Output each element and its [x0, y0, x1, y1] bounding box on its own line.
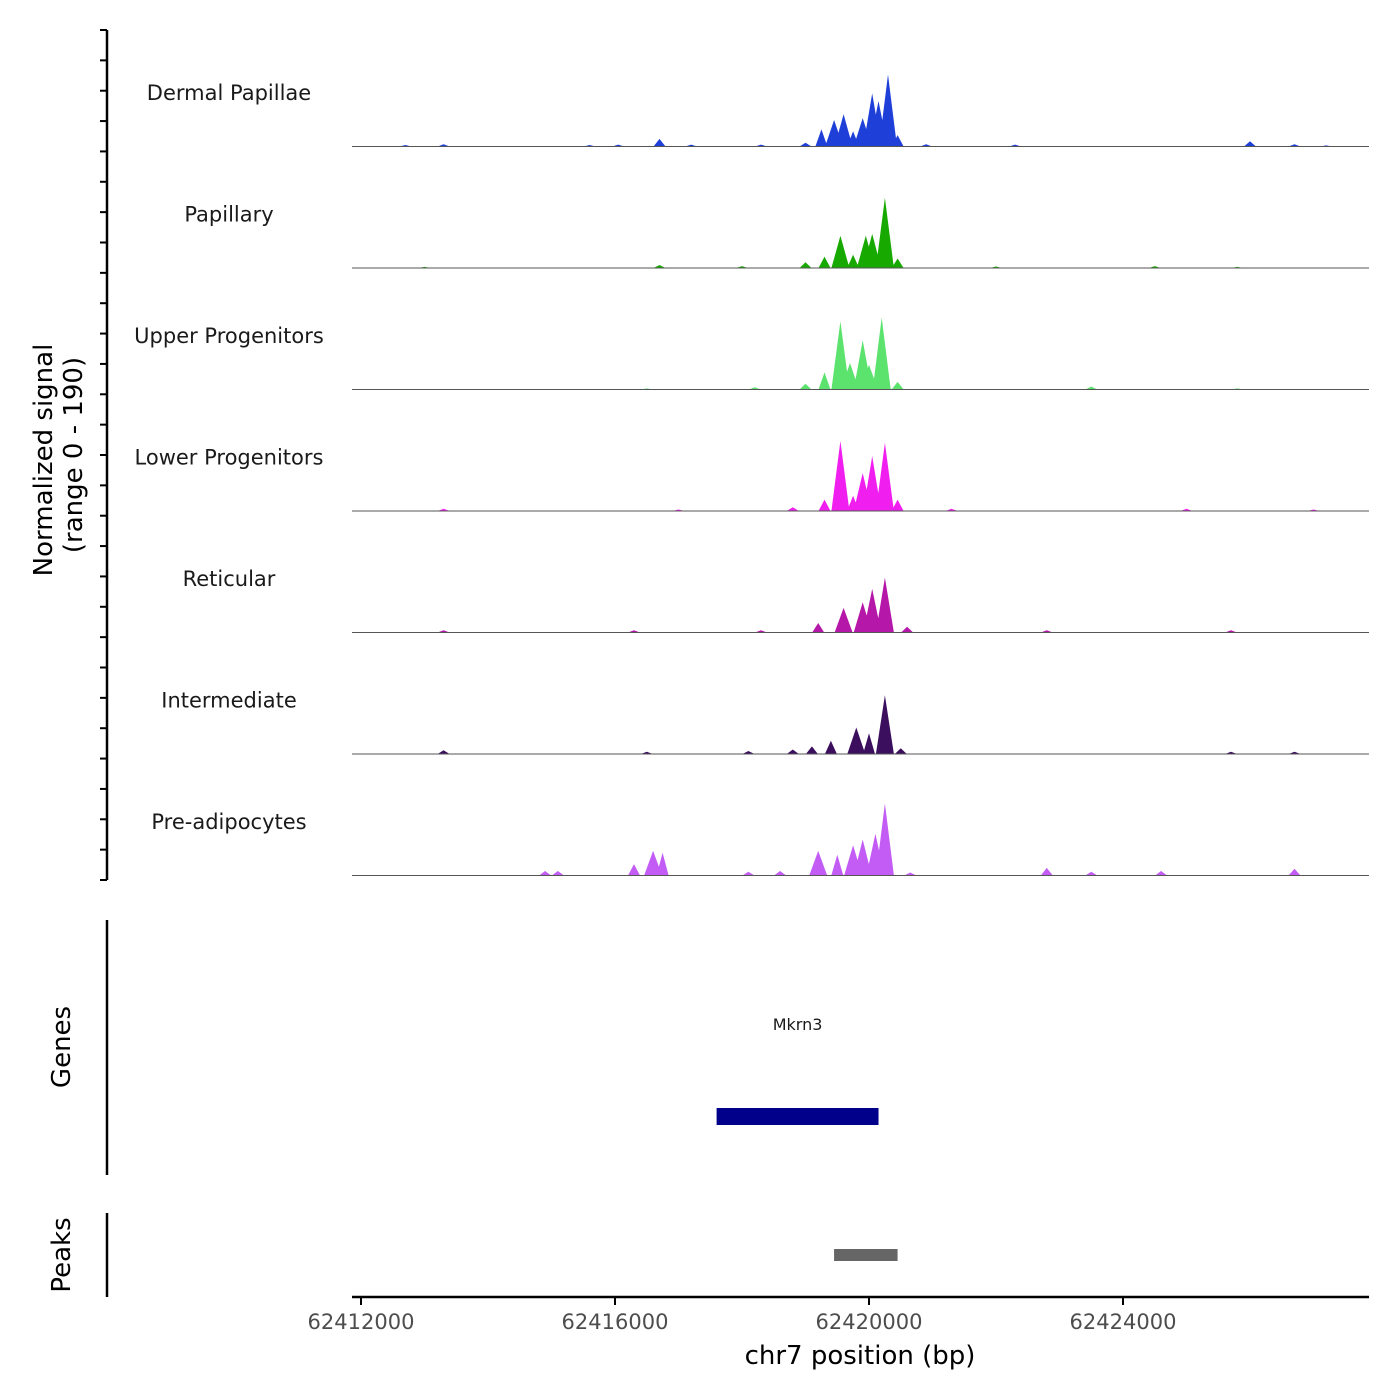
- y-axis-title-range: (range 0 - 190): [59, 357, 89, 553]
- track-label: Upper Progenitors: [134, 324, 324, 348]
- coverage-tracks: Dermal Papillae Papillary Upper Progenitor…: [134, 74, 1369, 876]
- track-label: Intermediate: [161, 689, 297, 713]
- gene-strand-arrow: [716, 1112, 723, 1121]
- track-intermediate: Intermediate: [161, 689, 1369, 755]
- peak-region: [834, 1249, 898, 1261]
- genes-panel: Genes Mkrn3: [47, 920, 879, 1175]
- peaks-panel: Peaks: [47, 1213, 898, 1297]
- track-dermal-papillae: Dermal Papillae: [147, 74, 1369, 147]
- track-reticular: Reticular: [183, 567, 1369, 633]
- y-axis-title-main: Normalized signal: [29, 344, 59, 577]
- track-upper-progenitors: Upper Progenitors: [134, 317, 1369, 390]
- track-papillary: Papillary: [184, 197, 1369, 269]
- coverage-area: [352, 803, 1369, 876]
- x-tick-label: 62420000: [816, 1310, 923, 1334]
- coverage-area: [352, 577, 1369, 633]
- track-label: Dermal Papillae: [147, 81, 311, 105]
- coverage-area: [352, 197, 1369, 268]
- coverage-area: [352, 440, 1369, 511]
- x-axis-title: chr7 position (bp): [745, 1341, 976, 1371]
- y-axis-title: Normalized signal (range 0 - 190): [29, 344, 89, 577]
- x-tick-label: 62424000: [1070, 1310, 1177, 1334]
- coverage-area: [352, 695, 1369, 754]
- track-label: Lower Progenitors: [135, 446, 324, 470]
- track-lower-progenitors: Lower Progenitors: [135, 440, 1369, 512]
- peaks-panel-title: Peaks: [47, 1217, 77, 1292]
- gene-label: Mkrn3: [773, 1015, 823, 1034]
- track-label: Papillary: [184, 203, 273, 227]
- track-label: Reticular: [183, 567, 276, 591]
- signal-y-axis: [100, 29, 109, 881]
- track-label: Pre-adipocytes: [151, 810, 306, 834]
- coverage-area: [352, 317, 1369, 390]
- coverage-area: [352, 74, 1369, 147]
- x-tick-label: 62412000: [308, 1310, 415, 1334]
- track-pre-adipocytes: Pre-adipocytes: [151, 803, 1369, 876]
- genes-panel-title: Genes: [47, 1006, 77, 1088]
- x-tick-label: 62416000: [562, 1310, 669, 1334]
- x-axis: 62412000 62416000 62420000 62424000: [308, 1295, 1369, 1334]
- gene-body: [716, 1108, 879, 1125]
